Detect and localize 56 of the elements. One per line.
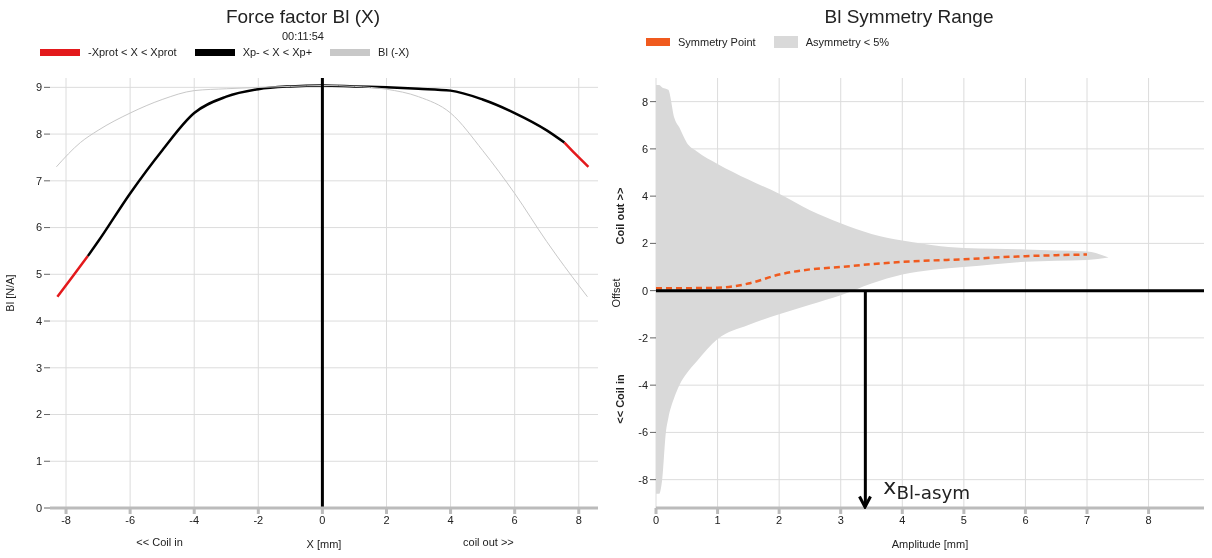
x-tick-label: 3 — [837, 513, 844, 526]
x-tick-label: -4 — [189, 513, 200, 526]
y-tick-label: 5 — [35, 268, 42, 281]
x-tick-label: 8 — [575, 513, 582, 526]
x-tick-label: 6 — [511, 513, 518, 526]
x-tick-label: -2 — [253, 513, 264, 526]
x-tick-label: 5 — [960, 513, 967, 526]
text: << Coil in — [136, 536, 183, 548]
x-tick-label: 6 — [1022, 513, 1029, 526]
x-tick-label: 0 — [652, 513, 660, 526]
x-tick-label: -8 — [61, 513, 71, 526]
text: coil out >> — [463, 536, 514, 548]
chart-title: Bl Symmetry Range — [824, 6, 994, 27]
y-tick-label: 8 — [35, 127, 42, 140]
legend-label: -Xprot < X < Xprot — [88, 46, 177, 58]
y-tick-label: 0 — [641, 284, 648, 297]
y-tick-label: 4 — [35, 314, 42, 327]
y-tick-label: 6 — [641, 142, 648, 155]
x-axis-title: Amplitude [mm] — [891, 538, 969, 550]
text: << Coil in — [614, 374, 626, 425]
y-tick-label: -4 — [638, 379, 648, 392]
x-tick-label: 4 — [447, 513, 454, 526]
line-series — [656, 253, 1089, 290]
legend-label: Symmetry Point — [678, 36, 756, 48]
x-tick-label: 2 — [776, 513, 783, 526]
x-tick-label: -6 — [125, 513, 136, 526]
y-tick-label: 1 — [35, 455, 42, 468]
x-tick-label: 0 — [319, 513, 326, 526]
text: Coil out >> — [614, 187, 626, 245]
x-tick-label: 4 — [899, 513, 906, 526]
ref-line-label: x$_{Bl-asym}$ — [883, 474, 971, 504]
y-tick-label: 4 — [641, 190, 648, 203]
y-tick-label: 2 — [641, 237, 648, 250]
y-tick-label: 3 — [35, 361, 42, 374]
text: Asymmetry < 5% — [805, 36, 890, 48]
y-tick-label: -8 — [638, 473, 648, 486]
legend-label: Bl (-X) — [378, 46, 410, 58]
y-tick-label: 2 — [35, 408, 42, 421]
chart-subtitle: 00:11:54 — [281, 30, 324, 42]
legend-label: Xp- < X < Xp+ — [242, 46, 313, 58]
y-tick-label: 9 — [35, 81, 42, 94]
y-axis-title: Offset — [609, 278, 622, 308]
y-tick-label: 7 — [35, 174, 42, 187]
x-tick-label: 8 — [1145, 513, 1152, 526]
y-tick-label: 6 — [35, 221, 42, 234]
y-tick-label: 0 — [35, 501, 42, 514]
x-tick-label: 2 — [383, 513, 390, 526]
y-axis-title: Bl [N/A] — [3, 274, 16, 312]
x-tick-label: 7 — [1083, 513, 1091, 526]
y-tick-label: -2 — [638, 331, 648, 344]
chart-title: Force factor Bl (X) — [225, 6, 381, 27]
line-series — [55, 84, 588, 298]
y-tick-label: -6 — [638, 426, 648, 439]
y-tick-label: 8 — [641, 95, 648, 108]
x-tick-label: 1 — [714, 513, 721, 526]
x-axis-title: X [mm] — [306, 538, 342, 550]
